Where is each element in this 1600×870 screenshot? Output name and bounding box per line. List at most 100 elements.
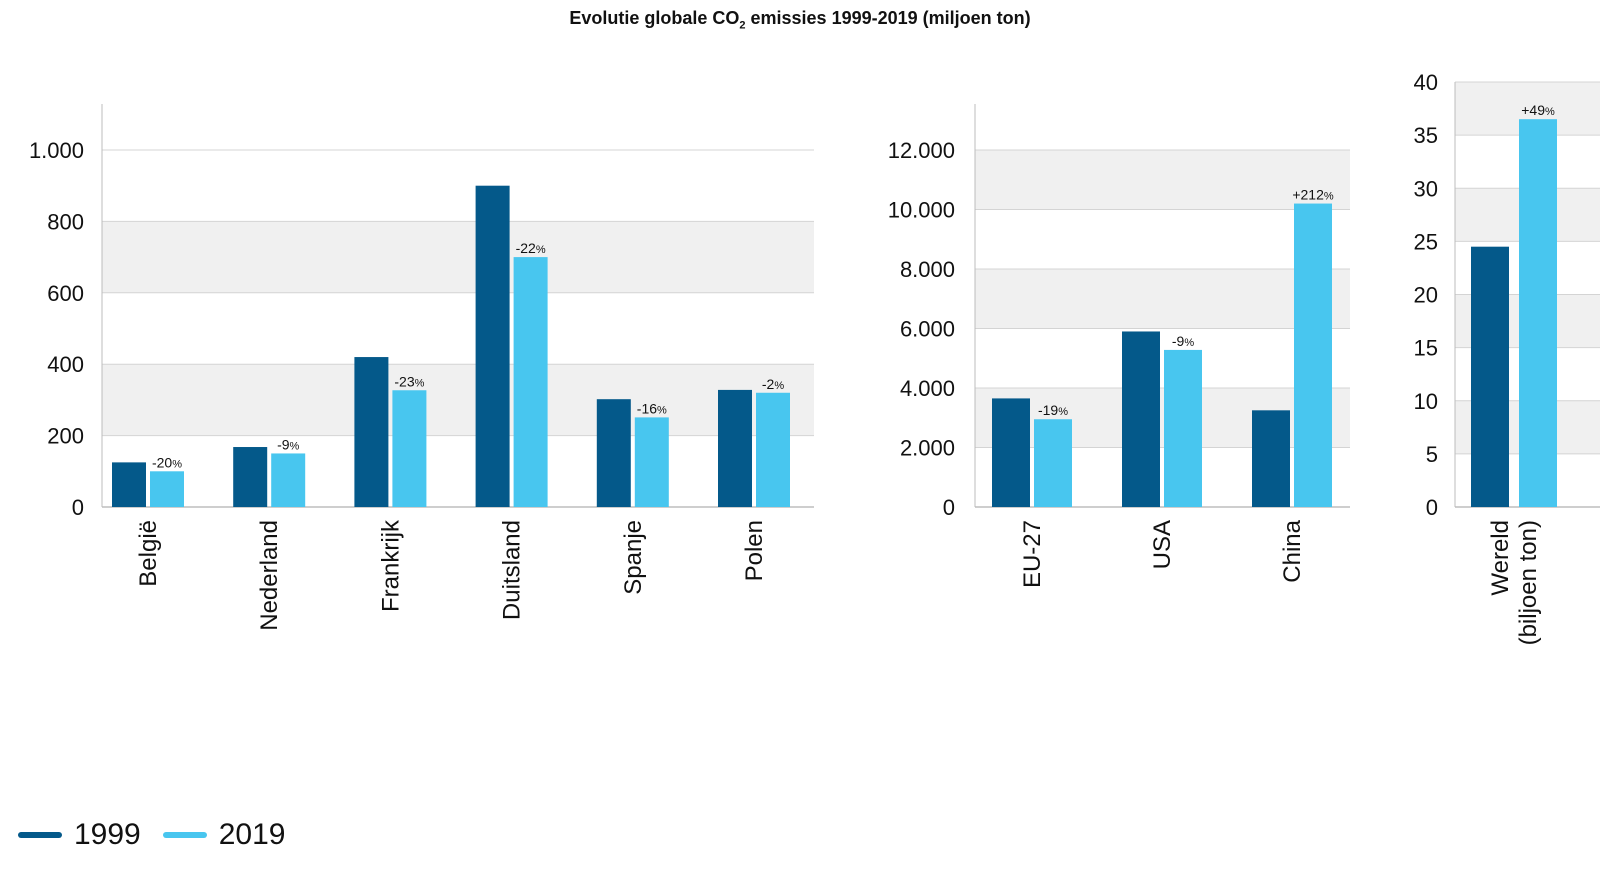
y-tick-label: 15: [1414, 336, 1438, 361]
category-label-line: Polen: [741, 520, 768, 581]
change-label: -19%: [1038, 402, 1068, 418]
category-label-line: EU-27: [1019, 520, 1046, 588]
bar-1999: [1471, 246, 1509, 507]
y-tick-label: 600: [47, 281, 84, 306]
bar-2019: [271, 453, 306, 507]
category-label: Polen: [741, 520, 768, 581]
bar-2019: [1519, 119, 1557, 507]
category-label: Frankrijk: [377, 519, 404, 612]
change-label: -20%: [152, 454, 182, 470]
y-tick-label: 10: [1414, 389, 1438, 414]
legend-label-1999: 1999: [74, 818, 141, 851]
bar-1999: [475, 185, 510, 507]
bar-1999: [992, 398, 1030, 507]
grid-band: [975, 388, 1350, 448]
y-tick-label: 1.000: [29, 138, 84, 163]
legend-label-2019: 2019: [218, 818, 286, 851]
percent-sign: %: [1184, 337, 1194, 349]
percent-sign: %: [774, 380, 784, 392]
bar-2019: [150, 471, 184, 507]
bar-1999: [354, 357, 389, 507]
grid-band: [102, 221, 814, 293]
y-tick-label: 0: [72, 495, 84, 520]
legend-item-2019: 2019: [162, 818, 286, 852]
category-label: China: [1279, 519, 1306, 582]
y-tick-label: 25: [1414, 229, 1438, 254]
change-label: -23%: [394, 373, 424, 389]
category-label-line: China: [1279, 519, 1306, 582]
y-tick-label: 400: [47, 352, 84, 377]
category-label-line: Wereld: [1487, 520, 1514, 596]
bar-2019: [634, 417, 669, 507]
bar-2019: [1034, 419, 1072, 507]
chart-title-rest: emissies 1999-2019 (miljoen ton): [745, 8, 1031, 28]
bar-1999: [112, 462, 146, 507]
percent-sign: %: [172, 458, 182, 470]
chart-title-main: Evolutie globale CO: [569, 8, 740, 28]
grid-band: [102, 364, 814, 436]
bar-1999: [1252, 410, 1290, 507]
percent-sign: %: [1545, 106, 1555, 118]
change-label: +49%: [1521, 102, 1555, 118]
category-label-line: Duitsland: [499, 520, 526, 620]
category-label: Spanje: [620, 520, 647, 595]
category-label-line: België: [135, 520, 162, 587]
chart-title-subscript: 2: [739, 19, 746, 32]
legend: 1999 2019: [18, 818, 308, 852]
y-tick-label: 5: [1426, 442, 1438, 467]
legend-swatch-2019: [162, 832, 207, 838]
bar-2019: [1294, 203, 1332, 508]
change-label: -9%: [1172, 333, 1194, 349]
bar-2019: [392, 390, 427, 507]
change-label: -2%: [762, 376, 784, 392]
category-label-line: (biljoen ton): [1515, 520, 1542, 645]
bar-1999: [596, 399, 631, 507]
grid-band: [975, 150, 1350, 210]
y-tick-label: 6.000: [900, 317, 955, 342]
bar-1999: [1122, 331, 1160, 507]
category-label: Nederland: [256, 520, 283, 631]
category-label-line: USA: [1149, 520, 1176, 569]
percent-sign: %: [1058, 406, 1068, 418]
grid-band: [975, 269, 1350, 329]
chart-title: Evolutie globale CO2 emissies 1999-2019 …: [0, 8, 1600, 32]
y-tick-label: 0: [943, 495, 955, 520]
legend-swatch-1999: [18, 832, 62, 838]
chart-panel-3: 0 5 10 15 20 25 30 35 40 +49% Wereld(biljoen ton): [1414, 70, 1600, 645]
category-label: België: [135, 520, 162, 587]
bar-1999: [233, 447, 268, 507]
change-label: -22%: [516, 240, 546, 256]
change-label: +212%: [1292, 187, 1334, 203]
legend-item-1999: 1999: [18, 818, 141, 852]
y-tick-label: 2.000: [900, 436, 955, 461]
y-tick-label: 8.000: [900, 257, 955, 282]
y-tick-label: 200: [47, 424, 84, 449]
y-tick-label: 40: [1414, 70, 1438, 95]
bar-2019: [513, 257, 548, 507]
percent-sign: %: [415, 377, 425, 389]
category-label: Wereld(biljoen ton): [1487, 520, 1542, 645]
category-label: EU-27: [1019, 520, 1046, 588]
chart-panel-2: 0 2.000 4.000 6.000 8.000 10.000 12.000 -19% EU-…: [888, 104, 1350, 588]
chart-panel-1: 0 200 400 600 800 1.000 -20% België -9% Nederland…: [29, 104, 814, 631]
y-tick-label: 800: [47, 209, 84, 234]
y-tick-label: 12.000: [888, 138, 955, 163]
bar-2019: [756, 392, 790, 507]
percent-sign: %: [1324, 191, 1334, 203]
percent-sign: %: [290, 440, 300, 452]
y-tick-label: 20: [1414, 283, 1438, 308]
bar-2019: [1164, 349, 1202, 507]
y-tick-label: 30: [1414, 176, 1438, 201]
percent-sign: %: [536, 244, 546, 256]
change-label: -16%: [637, 400, 667, 416]
category-label: Duitsland: [499, 520, 526, 620]
category-label: USA: [1149, 520, 1176, 569]
bar-1999: [718, 389, 752, 507]
y-tick-label: 4.000: [900, 376, 955, 401]
category-label-line: Spanje: [620, 520, 647, 595]
y-tick-label: 10.000: [888, 198, 955, 223]
y-tick-label: 35: [1414, 123, 1438, 148]
category-label-line: Frankrijk: [377, 519, 404, 612]
category-label-line: Nederland: [256, 520, 283, 631]
